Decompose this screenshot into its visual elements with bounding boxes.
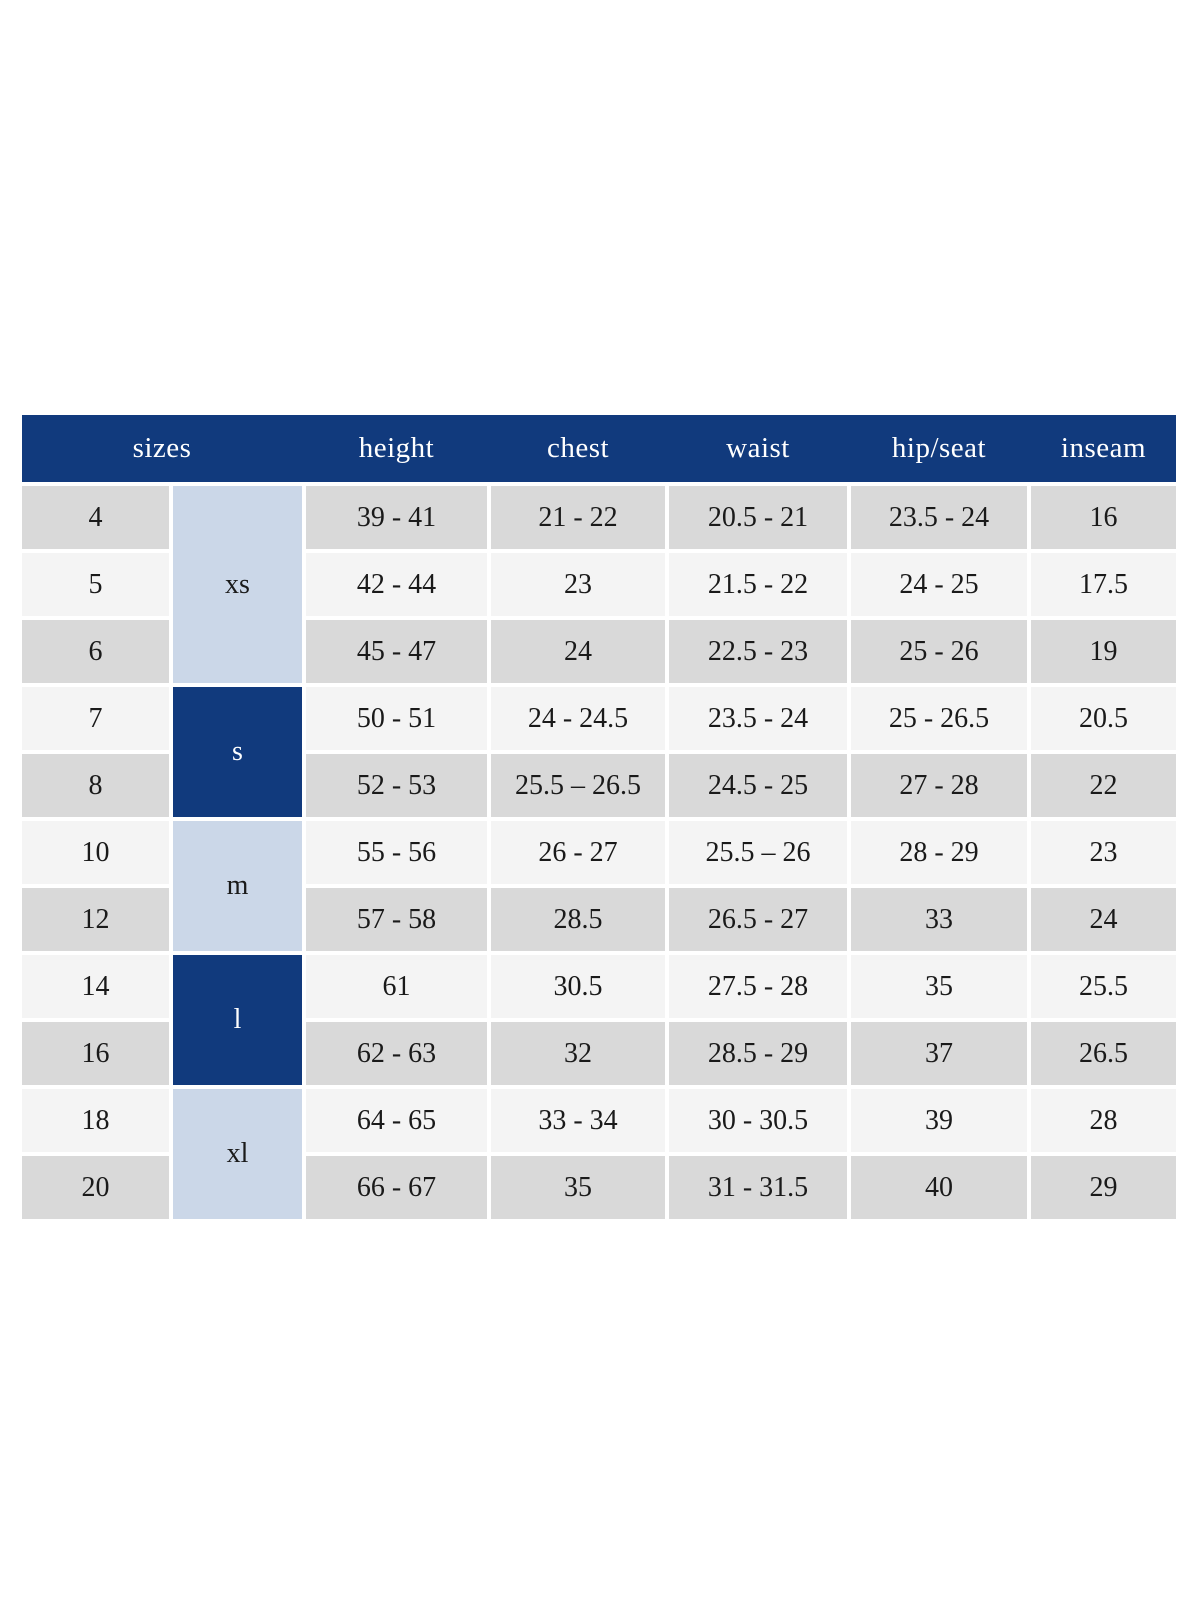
inseam-cell: 25.5 [1031, 955, 1176, 1018]
height-cell: 55 - 56 [306, 821, 487, 884]
size-group-cell-xl: xl [173, 1089, 302, 1219]
chest-cell: 35 [491, 1156, 665, 1219]
hip-seat-cell: 25 - 26.5 [851, 687, 1027, 750]
waist-cell: 30 - 30.5 [669, 1089, 847, 1152]
chest-cell: 26 - 27 [491, 821, 665, 884]
size-cell: 4 [22, 486, 169, 549]
size-group-cell-l: l [173, 955, 302, 1085]
inseam-cell: 20.5 [1031, 687, 1176, 750]
inseam-cell: 22 [1031, 754, 1176, 817]
column-header-waist: waist [726, 432, 790, 464]
size-cell: 14 [22, 955, 169, 1018]
height-cell: 57 - 58 [306, 888, 487, 951]
height-cell: 64 - 65 [306, 1089, 487, 1152]
size-cell: 5 [22, 553, 169, 616]
hip-seat-cell: 28 - 29 [851, 821, 1027, 884]
inseam-cell: 29 [1031, 1156, 1176, 1219]
size-group-cell-m: m [173, 821, 302, 951]
hip-seat-cell: 27 - 28 [851, 754, 1027, 817]
waist-cell: 22.5 - 23 [669, 620, 847, 683]
height-cell: 39 - 41 [306, 486, 487, 549]
hip-seat-cell: 23.5 - 24 [851, 486, 1027, 549]
size-chart-grid: sizes height chest waist hip/seat inseam… [22, 415, 1176, 1219]
waist-cell: 20.5 - 21 [669, 486, 847, 549]
hip-seat-cell: 35 [851, 955, 1027, 1018]
size-cell: 7 [22, 687, 169, 750]
size-cell: 6 [22, 620, 169, 683]
height-cell: 61 [306, 955, 487, 1018]
size-group-cell-s: s [173, 687, 302, 817]
chest-cell: 23 [491, 553, 665, 616]
waist-cell: 31 - 31.5 [669, 1156, 847, 1219]
height-cell: 52 - 53 [306, 754, 487, 817]
chest-cell: 28.5 [491, 888, 665, 951]
size-cell: 12 [22, 888, 169, 951]
column-header-height: height [358, 432, 435, 464]
column-header-chest: chest [546, 432, 610, 464]
inseam-cell: 28 [1031, 1089, 1176, 1152]
column-header-inseam: inseam [1060, 432, 1147, 464]
size-cell: 18 [22, 1089, 169, 1152]
table-header-row: sizes height chest waist hip/seat inseam [22, 415, 1176, 482]
height-cell: 66 - 67 [306, 1156, 487, 1219]
waist-cell: 21.5 - 22 [669, 553, 847, 616]
height-cell: 50 - 51 [306, 687, 487, 750]
height-cell: 42 - 44 [306, 553, 487, 616]
hip-seat-cell: 39 [851, 1089, 1027, 1152]
inseam-cell: 19 [1031, 620, 1176, 683]
size-cell: 16 [22, 1022, 169, 1085]
size-chart-table: sizes height chest waist hip/seat inseam… [22, 415, 1176, 1219]
inseam-cell: 26.5 [1031, 1022, 1176, 1085]
inseam-cell: 17.5 [1031, 553, 1176, 616]
size-cell: 20 [22, 1156, 169, 1219]
size-group-cell-xs: xs [173, 486, 302, 683]
height-cell: 45 - 47 [306, 620, 487, 683]
hip-seat-cell: 24 - 25 [851, 553, 1027, 616]
column-header-sizes: sizes [132, 432, 192, 464]
hip-seat-cell: 40 [851, 1156, 1027, 1219]
waist-cell: 26.5 - 27 [669, 888, 847, 951]
waist-cell: 23.5 - 24 [669, 687, 847, 750]
hip-seat-cell: 37 [851, 1022, 1027, 1085]
chest-cell: 21 - 22 [491, 486, 665, 549]
column-header-hip-seat: hip/seat [891, 432, 987, 464]
inseam-cell: 23 [1031, 821, 1176, 884]
chest-cell: 30.5 [491, 955, 665, 1018]
chest-cell: 25.5 – 26.5 [491, 754, 665, 817]
hip-seat-cell: 33 [851, 888, 1027, 951]
waist-cell: 28.5 - 29 [669, 1022, 847, 1085]
chest-cell: 24 - 24.5 [491, 687, 665, 750]
chest-cell: 32 [491, 1022, 665, 1085]
waist-cell: 27.5 - 28 [669, 955, 847, 1018]
waist-cell: 25.5 – 26 [669, 821, 847, 884]
height-cell: 62 - 63 [306, 1022, 487, 1085]
inseam-cell: 24 [1031, 888, 1176, 951]
waist-cell: 24.5 - 25 [669, 754, 847, 817]
inseam-cell: 16 [1031, 486, 1176, 549]
chest-cell: 33 - 34 [491, 1089, 665, 1152]
chest-cell: 24 [491, 620, 665, 683]
hip-seat-cell: 25 - 26 [851, 620, 1027, 683]
size-cell: 10 [22, 821, 169, 884]
size-cell: 8 [22, 754, 169, 817]
